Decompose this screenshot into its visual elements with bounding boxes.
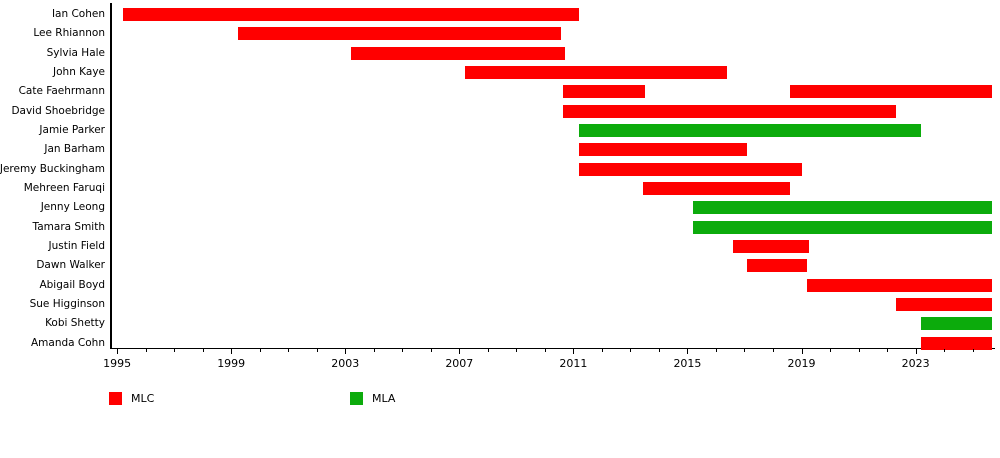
- timeline-bar-mlc: [350, 46, 565, 60]
- legend-mla-label: MLA: [372, 392, 396, 405]
- timeline-bar-mlc: [122, 8, 580, 22]
- x-axis-minor-tick: [630, 349, 632, 352]
- x-axis-minor-tick: [715, 349, 717, 352]
- x-axis-tick-label: 2007: [445, 357, 474, 370]
- x-axis-minor-tick: [658, 349, 660, 352]
- person-label: Sylvia Hale: [46, 46, 105, 59]
- x-axis-minor-tick: [259, 349, 261, 352]
- x-axis-minor-tick: [972, 349, 974, 352]
- person-label: Mehreen Faruqi: [23, 181, 105, 194]
- timeline-bar-mlc: [895, 297, 992, 311]
- x-axis-major-tick: [573, 349, 575, 354]
- x-axis-minor-tick: [174, 349, 176, 352]
- x-axis-tick-label: 1995: [103, 357, 132, 370]
- person-label: David Shoebridge: [11, 104, 105, 117]
- person-label: Kobi Shetty: [45, 317, 105, 330]
- timeline-bar-mlc: [563, 85, 645, 99]
- timeline-bar-mla: [693, 201, 992, 215]
- timeline-bar-mlc: [643, 181, 791, 195]
- x-axis-major-tick: [915, 349, 917, 354]
- x-axis-tick-label: 2015: [673, 357, 702, 370]
- timeline-bar-mla: [579, 124, 922, 138]
- person-label: Tamara Smith: [32, 220, 105, 233]
- person-label: Abigail Boyd: [39, 278, 105, 291]
- x-axis-minor-tick: [402, 349, 404, 352]
- x-axis-minor-tick: [773, 349, 774, 352]
- x-axis-minor-tick: [944, 349, 946, 352]
- x-axis-minor-tick: [202, 349, 204, 352]
- x-axis-tick-label: 2023: [901, 357, 930, 370]
- x-axis-spine: [110, 347, 995, 349]
- x-axis-minor-tick: [516, 349, 518, 352]
- timeline-bar-mlc: [747, 259, 808, 273]
- x-axis-minor-tick: [544, 349, 546, 352]
- x-axis-tick-label: 2019: [787, 357, 816, 370]
- timeline-bar-mlc: [579, 162, 802, 176]
- timeline-bar-mlc: [579, 143, 748, 157]
- person-label: Jenny Leong: [40, 201, 105, 214]
- x-axis-major-tick: [345, 349, 347, 354]
- x-axis-minor-tick: [887, 349, 889, 352]
- person-label: Lee Rhiannon: [33, 27, 105, 40]
- x-axis-major-tick: [687, 349, 689, 354]
- x-axis-major-tick: [459, 349, 461, 354]
- person-label: Cate Faehrmann: [18, 85, 105, 98]
- timeline-bar-mlc: [563, 104, 896, 118]
- timeline-bar-mlc: [238, 27, 561, 41]
- person-label: Dawn Walker: [36, 259, 105, 272]
- x-axis-minor-tick: [744, 349, 746, 352]
- x-axis-tick-label: 2003: [331, 357, 360, 370]
- x-axis-minor-tick: [288, 349, 290, 352]
- x-axis-minor-tick: [858, 349, 860, 352]
- x-axis-minor-tick: [601, 349, 603, 352]
- legend-mla-swatch: [350, 392, 363, 405]
- timeline-bar-mlc: [465, 66, 728, 80]
- legend-mlc-swatch: [109, 392, 122, 405]
- x-axis-major-tick: [231, 349, 233, 354]
- timeline-bar-mla: [693, 220, 992, 234]
- timeline-bar-mlc: [733, 239, 809, 253]
- x-axis-minor-tick: [373, 349, 375, 352]
- person-label: Amanda Cohn: [30, 336, 105, 349]
- person-label: Sue Higginson: [29, 297, 105, 310]
- timeline-bar-mlc: [790, 85, 992, 99]
- x-axis-minor-tick: [430, 349, 432, 352]
- x-axis-tick-label: 1999: [217, 357, 246, 370]
- x-axis-minor-tick: [830, 349, 832, 352]
- x-axis-tick-label: 2011: [559, 357, 588, 370]
- x-axis-minor-tick: [487, 349, 489, 352]
- timeline-bar-mlc: [807, 278, 992, 292]
- person-label: Justin Field: [48, 239, 105, 252]
- legend-mlc-label: MLC: [131, 392, 155, 405]
- timeline-bar-mla: [921, 317, 992, 331]
- person-label: Jan Barham: [44, 143, 105, 156]
- x-axis-major-tick: [117, 349, 119, 354]
- x-axis-minor-tick: [145, 349, 147, 352]
- x-axis-major-tick: [801, 349, 803, 354]
- person-label: Jeremy Buckingham: [0, 162, 105, 175]
- person-label: Ian Cohen: [51, 8, 105, 21]
- y-axis-spine: [110, 3, 112, 349]
- timeline-bar-mlc: [921, 336, 992, 350]
- person-label: John Kaye: [53, 66, 105, 79]
- x-axis-minor-tick: [316, 349, 318, 352]
- person-label: Jamie Parker: [39, 124, 105, 137]
